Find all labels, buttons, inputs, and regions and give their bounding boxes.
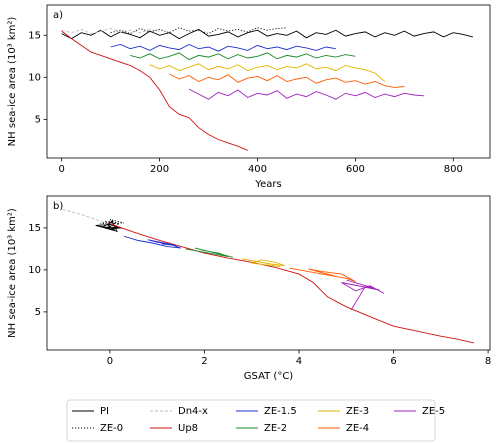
legend-label: ZE-4 — [346, 423, 369, 434]
x-tick-label: 8 — [485, 356, 491, 367]
series-line — [185, 247, 233, 258]
y-tick-label: 15 — [28, 30, 41, 41]
plot-frame — [46, 4, 491, 159]
x-tick-label: 6 — [390, 356, 396, 367]
legend-label: ZE-2 — [264, 423, 287, 434]
series-line — [62, 208, 111, 225]
x-tick-label: 2 — [201, 356, 207, 367]
y-tick-label: 5 — [35, 307, 41, 318]
legend-label: Dn4-x — [178, 406, 208, 417]
x-axis-label: GSAT (°C) — [244, 371, 294, 382]
legend-box — [66, 399, 436, 442]
x-axis-label: Years — [254, 179, 281, 190]
x-tick-label: 200 — [150, 164, 169, 175]
series-line — [100, 219, 125, 225]
series-line — [289, 267, 356, 283]
plot-frame — [46, 195, 491, 351]
series-line — [149, 63, 386, 82]
series-line — [341, 279, 385, 311]
legend-label: ZE-0 — [100, 423, 123, 434]
x-tick-label: 600 — [346, 164, 365, 175]
x-tick-label: 800 — [444, 164, 463, 175]
series-line — [188, 88, 424, 100]
legend-label: ZE-5 — [422, 406, 445, 417]
series-line — [123, 235, 181, 249]
legend-label: PI — [100, 406, 109, 417]
y-tick-label: 10 — [28, 265, 41, 276]
panel-label: b) — [53, 201, 63, 212]
series-line — [110, 27, 287, 35]
series-line — [242, 258, 285, 267]
series-line — [169, 73, 405, 88]
y-tick-label: 5 — [35, 114, 41, 125]
series-line — [61, 28, 160, 35]
series-line — [130, 52, 356, 61]
y-axis-label: NH sea-ice area (10³ km²) — [7, 208, 18, 338]
y-axis-label: NH sea-ice area (10³ km²) — [7, 17, 18, 147]
series-line — [61, 28, 474, 40]
x-tick-label: 0 — [58, 164, 64, 175]
x-tick-label: 4 — [296, 356, 302, 367]
legend-label: ZE-1.5 — [264, 406, 297, 417]
series-line — [109, 223, 474, 344]
legend-label: Up8 — [178, 423, 198, 434]
legend-label: ZE-3 — [346, 406, 369, 417]
panel-label: a) — [53, 10, 63, 21]
series-line — [95, 220, 122, 232]
y-tick-label: 10 — [28, 72, 41, 83]
x-tick-label: 0 — [107, 356, 113, 367]
series-line — [61, 30, 248, 151]
y-tick-label: 15 — [28, 223, 41, 234]
x-tick-label: 400 — [248, 164, 267, 175]
series-line — [110, 44, 336, 52]
